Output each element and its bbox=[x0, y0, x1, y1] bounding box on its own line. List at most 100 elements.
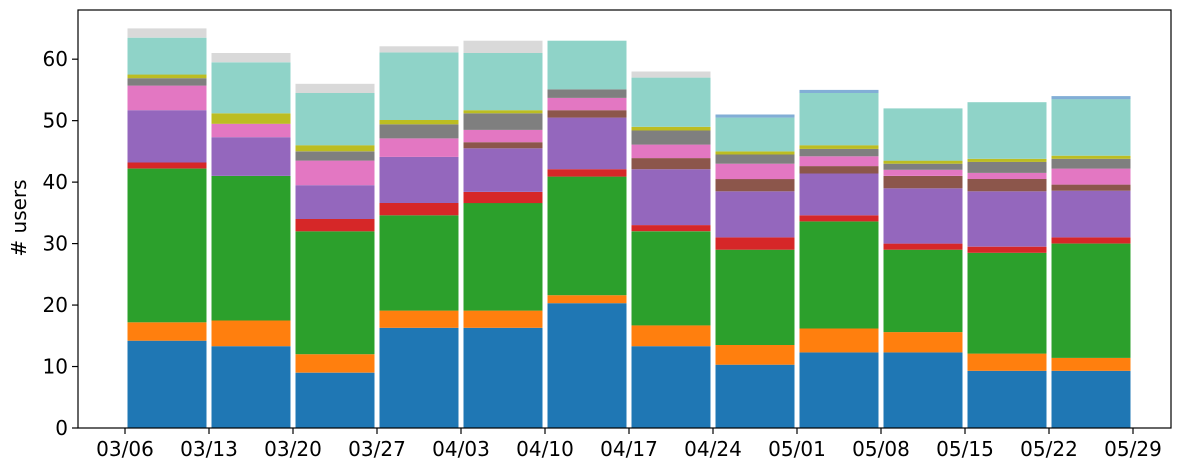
bar-segment bbox=[463, 203, 543, 311]
bar-segment bbox=[883, 188, 963, 244]
bar-segment bbox=[295, 145, 375, 152]
bar-segment bbox=[127, 322, 207, 341]
bar-segment bbox=[967, 161, 1047, 173]
bar-segment bbox=[127, 162, 207, 169]
bar-segment bbox=[1051, 357, 1131, 371]
bar-segment bbox=[295, 160, 375, 186]
bar-segment bbox=[799, 93, 879, 146]
x-tick-label: 05/29 bbox=[1104, 437, 1162, 461]
bar-segment bbox=[463, 192, 543, 204]
bar-segment bbox=[799, 221, 879, 329]
bar-segment bbox=[631, 130, 711, 145]
bar-segment bbox=[883, 176, 963, 189]
bar-segment bbox=[379, 138, 459, 157]
x-tick-label: 04/10 bbox=[516, 437, 574, 461]
bar-segment bbox=[379, 215, 459, 311]
bar-segment bbox=[463, 142, 543, 149]
bar-segment bbox=[967, 102, 1047, 159]
y-tick-label: 0 bbox=[55, 416, 68, 440]
bar-segment bbox=[1051, 96, 1131, 100]
bar-segment bbox=[799, 145, 879, 149]
y-tick-label: 60 bbox=[43, 47, 68, 71]
bar-segment bbox=[715, 237, 795, 250]
bar-segment bbox=[127, 110, 207, 163]
bar-segment bbox=[715, 163, 795, 180]
bar-segment bbox=[631, 231, 711, 326]
bar-segment bbox=[463, 40, 543, 53]
bar-segment bbox=[631, 225, 711, 232]
bar-segment bbox=[295, 151, 375, 161]
bar-segment bbox=[379, 124, 459, 139]
bar-segment bbox=[547, 295, 627, 304]
bar-segment bbox=[463, 110, 543, 114]
bar-segment bbox=[463, 113, 543, 130]
bar-segment bbox=[547, 176, 627, 296]
bar-segment bbox=[379, 203, 459, 216]
x-tick-label: 03/27 bbox=[348, 437, 406, 461]
bar-segment bbox=[127, 37, 207, 75]
bar-segment bbox=[379, 156, 459, 203]
bar-segment bbox=[883, 332, 963, 353]
bar-segment bbox=[631, 346, 711, 428]
bar-segment bbox=[631, 169, 711, 226]
bar-segment bbox=[631, 325, 711, 347]
bar-segment bbox=[715, 114, 795, 118]
bar-segment bbox=[631, 71, 711, 78]
bar-segment bbox=[967, 370, 1047, 428]
bar-segment bbox=[1051, 370, 1131, 428]
bar-segment bbox=[547, 89, 627, 98]
y-tick-label: 20 bbox=[43, 293, 68, 317]
bar-segment bbox=[127, 74, 207, 79]
bar-segment bbox=[295, 185, 375, 219]
bar-segment bbox=[715, 364, 795, 428]
x-tick-label: 03/06 bbox=[96, 437, 154, 461]
bar-segment bbox=[127, 340, 207, 428]
bar-segment bbox=[211, 176, 291, 321]
bar-segment bbox=[799, 215, 879, 222]
bar-segment bbox=[799, 156, 879, 167]
bar-segment bbox=[715, 154, 795, 164]
bar-segment bbox=[211, 346, 291, 428]
bar-segment bbox=[547, 97, 627, 111]
bar-segment bbox=[547, 110, 627, 118]
bar-segment bbox=[967, 246, 1047, 253]
bar-segment bbox=[631, 158, 711, 170]
bar-segment bbox=[379, 46, 459, 53]
x-tick-label: 04/17 bbox=[600, 437, 658, 461]
bar-segment bbox=[883, 108, 963, 161]
bar-segment bbox=[295, 93, 375, 146]
bar-segment bbox=[715, 345, 795, 365]
bar-segment bbox=[715, 249, 795, 345]
y-tick-label: 50 bbox=[43, 109, 68, 133]
bar-segment bbox=[127, 28, 207, 38]
bar-segment bbox=[1051, 155, 1131, 159]
bar-segment bbox=[379, 52, 459, 120]
y-axis-label: # users bbox=[7, 179, 31, 256]
bar-segment bbox=[631, 144, 711, 159]
bar-segment bbox=[1051, 190, 1131, 238]
bar-segment bbox=[799, 89, 879, 93]
bar-segment bbox=[379, 310, 459, 328]
bar-segment bbox=[967, 353, 1047, 371]
y-tick-label: 10 bbox=[43, 355, 68, 379]
bar-segment bbox=[211, 113, 291, 124]
bar-segment bbox=[463, 148, 543, 192]
bar-segment bbox=[967, 158, 1047, 162]
y-tick-label: 30 bbox=[43, 232, 68, 256]
bar-segment bbox=[715, 117, 795, 152]
bar-segment bbox=[967, 252, 1047, 354]
bar-segment bbox=[631, 126, 711, 131]
x-tick-label: 05/15 bbox=[936, 437, 994, 461]
bar-segment bbox=[295, 219, 375, 232]
bar-segment bbox=[883, 163, 963, 170]
bar-segment bbox=[127, 78, 207, 86]
x-axis: 03/06 03/13 03/20 03/27 04/03 04/10 04/17 04/24… bbox=[96, 428, 1162, 461]
bar-segment bbox=[715, 151, 795, 155]
bar-segment bbox=[463, 327, 543, 428]
bar-segment bbox=[547, 169, 627, 177]
bar-segment bbox=[1051, 168, 1131, 185]
bar-segment bbox=[547, 303, 627, 428]
bar-segment bbox=[967, 172, 1047, 179]
bar-segment bbox=[883, 249, 963, 333]
bar-segment bbox=[547, 40, 627, 90]
